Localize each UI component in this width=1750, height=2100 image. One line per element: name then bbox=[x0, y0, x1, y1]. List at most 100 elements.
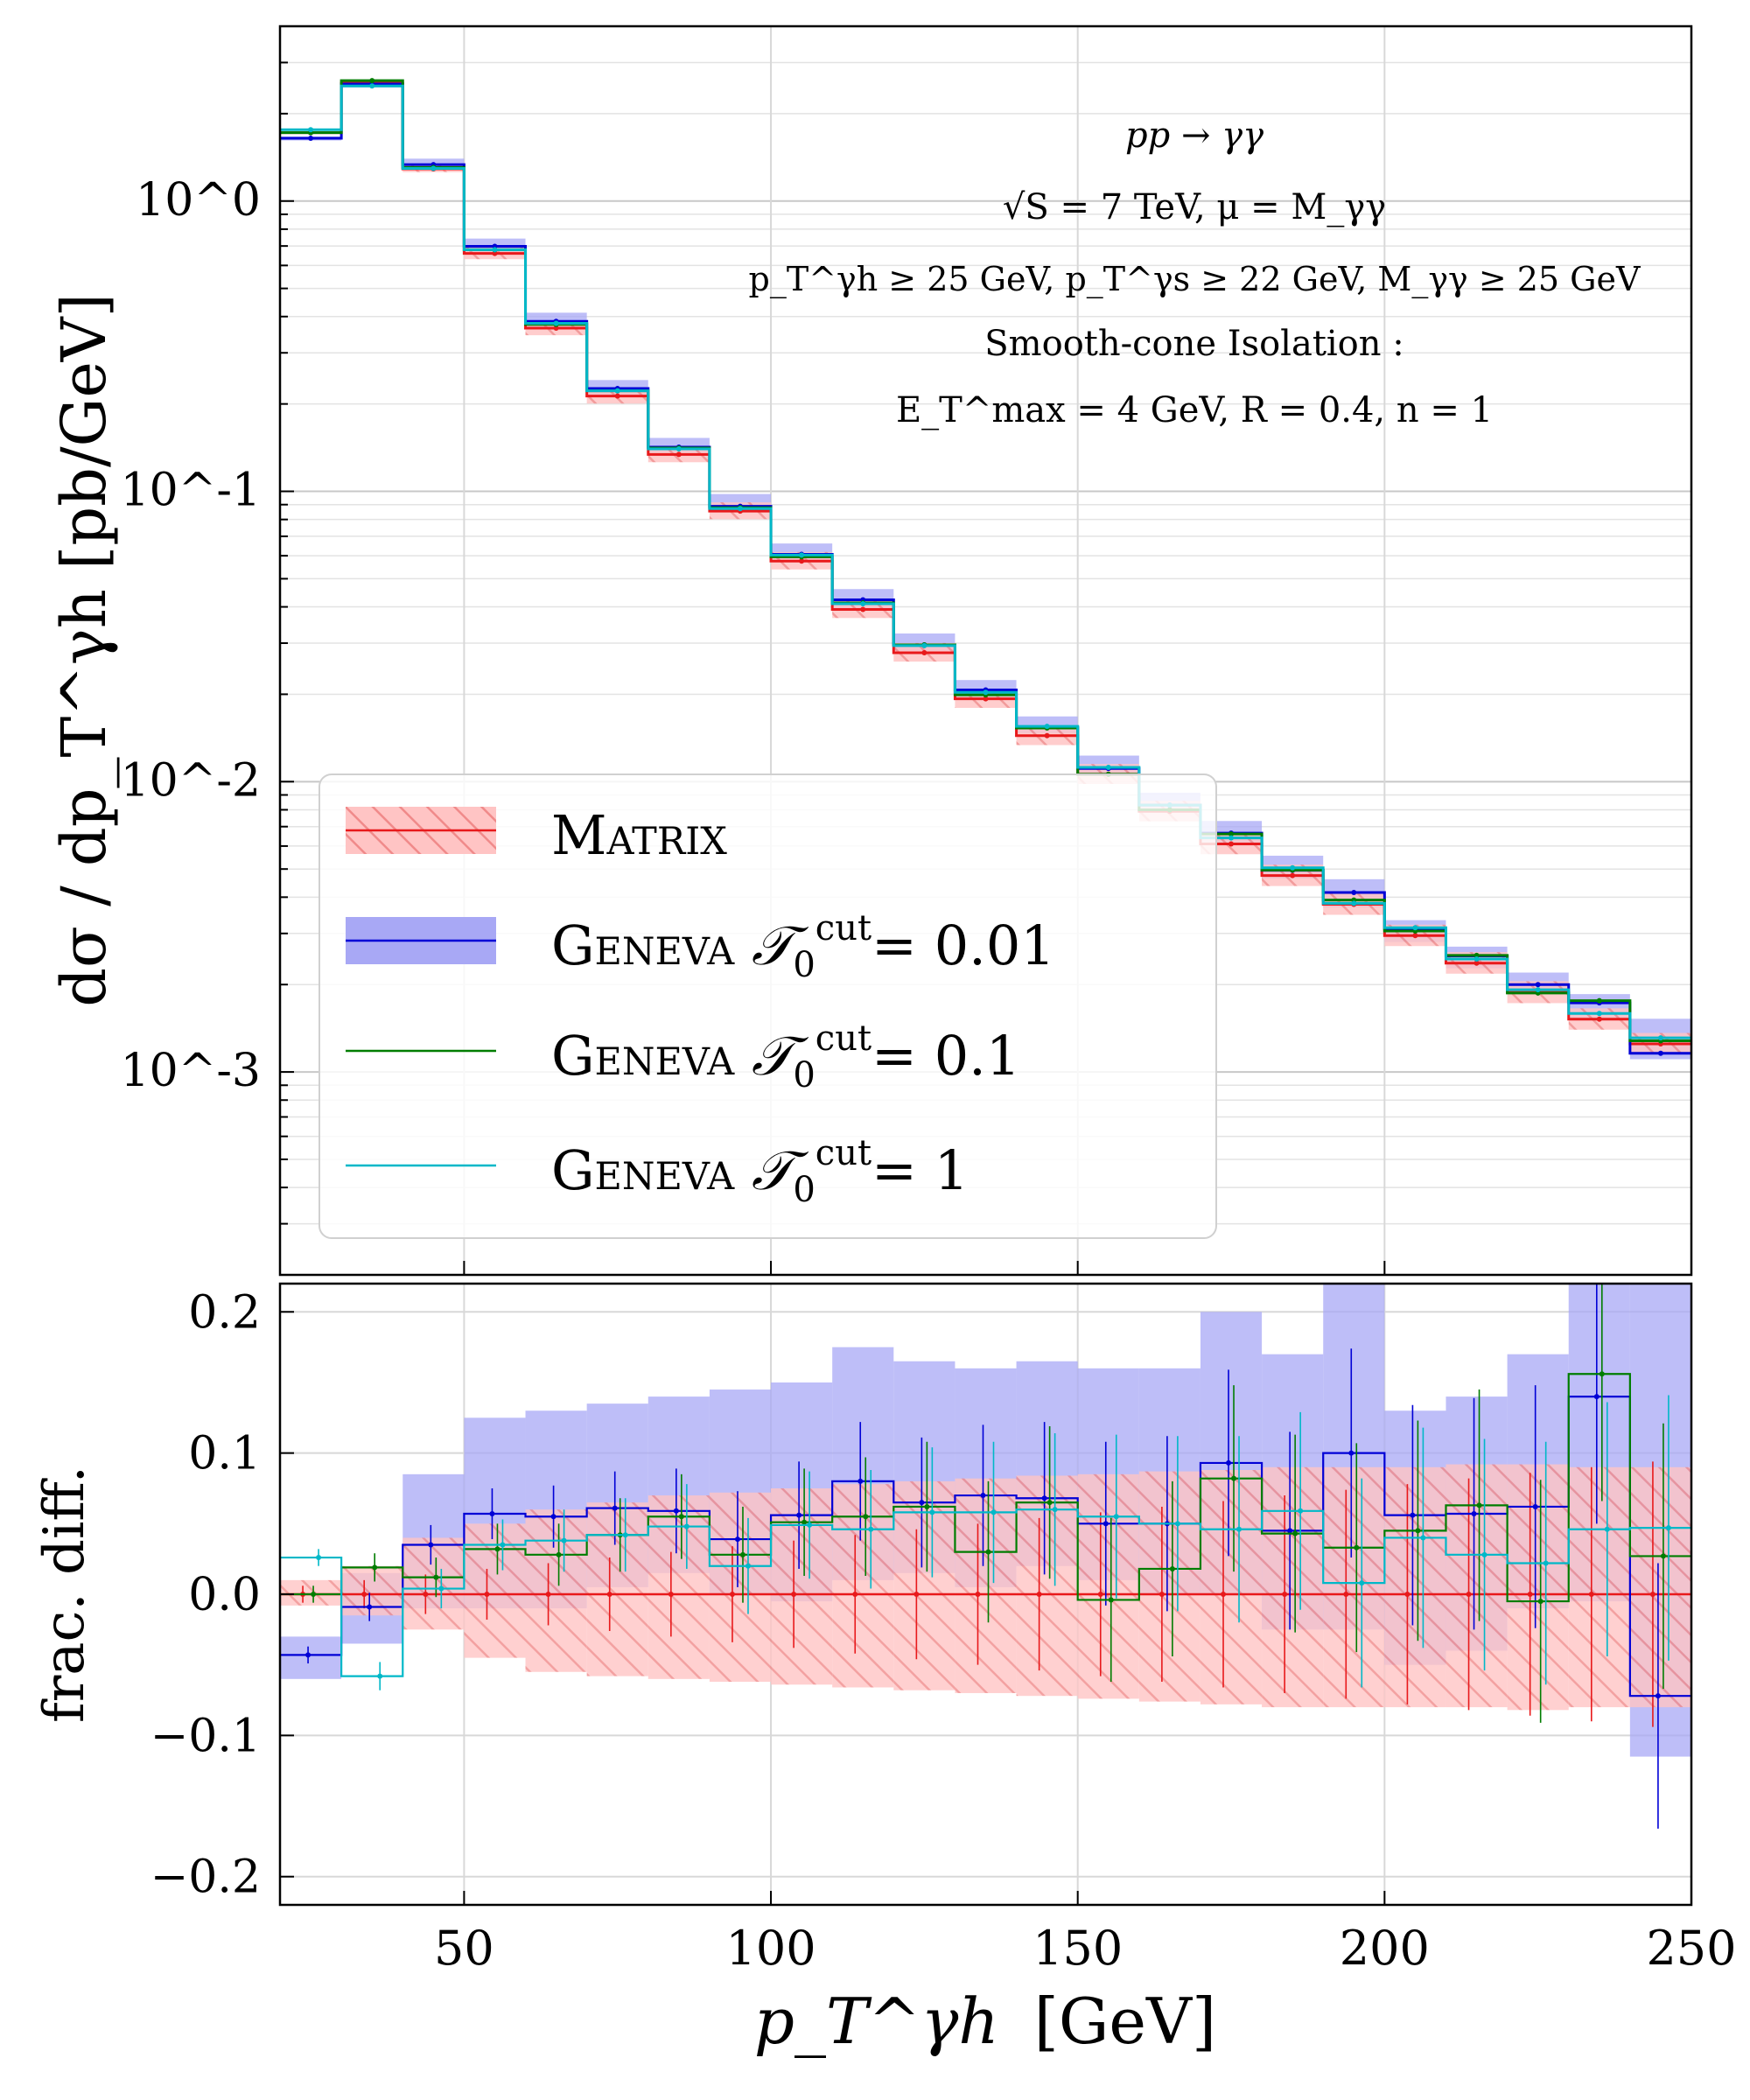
top-point-geneva-t0cut-1 bbox=[921, 642, 928, 648]
legend-label-geneva-001: Geneva 𝒯0cut= 0.01 bbox=[551, 908, 1055, 985]
top-point-matrix bbox=[614, 393, 620, 399]
top-y-tick-label: 10^0 bbox=[136, 174, 261, 227]
bottom-band-matrix-bin bbox=[1200, 1470, 1263, 1704]
bottom-point-geneva-t0cut-1 bbox=[316, 1555, 322, 1561]
top-point-matrix bbox=[1044, 732, 1050, 738]
legend-tau-sup-3: cut bbox=[816, 1133, 872, 1173]
bottom-point-geneva-t0cut-0-01 bbox=[428, 1542, 434, 1548]
bottom-point-geneva-t0cut-0-01 bbox=[1410, 1512, 1416, 1518]
bottom-band-matrix-bin bbox=[1323, 1466, 1385, 1708]
bottom-point-geneva-t0cut-0-1 bbox=[1660, 1553, 1666, 1559]
x-axis-label-unit: [GeV] bbox=[1034, 1984, 1216, 2058]
bottom-point-geneva-t0cut-1 bbox=[1113, 1514, 1119, 1520]
legend-tau-sub-3: 0 bbox=[793, 1170, 815, 1210]
bottom-point-geneva-t0cut-0-1 bbox=[1476, 1502, 1482, 1508]
legend-entry-geneva-001: Geneva 𝒯0cut= 0.01 bbox=[346, 908, 1055, 985]
bottom-point-geneva-t0cut-0-1 bbox=[678, 1514, 684, 1520]
legend-suffix-1: = 0.01 bbox=[872, 914, 1055, 977]
x-tick-label: 100 bbox=[726, 1921, 816, 1976]
bottom-point-matrix bbox=[1036, 1592, 1042, 1597]
bottom-point-geneva-t0cut-1 bbox=[807, 1522, 813, 1528]
bottom-point-geneva-t0cut-1 bbox=[622, 1532, 628, 1538]
bottom-point-geneva-t0cut-0-01 bbox=[367, 1604, 373, 1610]
legend-suffix-2: = 0.1 bbox=[872, 1024, 1020, 1088]
bottom-point-geneva-t0cut-0-01 bbox=[305, 1652, 312, 1658]
x-tick-label: 50 bbox=[434, 1921, 494, 1976]
x-axis-label: p_T^γh [GeV] bbox=[754, 1984, 1216, 2058]
bottom-point-matrix bbox=[729, 1592, 735, 1597]
bottom-point-geneva-t0cut-1 bbox=[1298, 1508, 1304, 1514]
bottom-point-geneva-t0cut-0-1 bbox=[1169, 1565, 1175, 1572]
bottom-point-geneva-t0cut-0-01 bbox=[1348, 1450, 1354, 1456]
bottom-point-geneva-t0cut-1 bbox=[990, 1509, 997, 1516]
bottom-point-geneva-t0cut-0-01 bbox=[980, 1493, 986, 1499]
top-point-geneva-t0cut-0-01 bbox=[308, 136, 314, 142]
legend: Matrix Geneva 𝒯0cut= 0.01 Geneva 𝒯0cut= … bbox=[318, 774, 1217, 1239]
bottom-point-matrix bbox=[1282, 1592, 1288, 1597]
bottom-band-matrix-bin bbox=[280, 1579, 342, 1606]
x-tick-label: 200 bbox=[1340, 1921, 1430, 1976]
bottom-point-geneva-t0cut-0-01 bbox=[734, 1536, 740, 1543]
legend-tau-sup-2: cut bbox=[816, 1018, 872, 1059]
bottom-point-geneva-t0cut-0-1 bbox=[863, 1514, 869, 1520]
bottom-point-matrix bbox=[1221, 1592, 1227, 1597]
bottom-point-geneva-t0cut-0-1 bbox=[802, 1519, 808, 1525]
legend-label-matrix: Matrix bbox=[551, 803, 727, 867]
bottom-point-matrix bbox=[852, 1592, 858, 1597]
top-point-geneva-t0cut-1 bbox=[1044, 724, 1050, 730]
top-point-geneva-t0cut-1 bbox=[1105, 764, 1111, 770]
annotation-line-2: √S = 7 TeV, μ = M_γγ bbox=[1003, 187, 1386, 228]
bottom-point-geneva-t0cut-1 bbox=[1543, 1560, 1549, 1566]
bottom-point-geneva-t0cut-0-01 bbox=[489, 1511, 495, 1517]
annotation-line-3: p_T^γh ≥ 25 GeV, p_T^γs ≥ 22 GeV, M_γγ ≥… bbox=[749, 260, 1641, 299]
bottom-point-geneva-t0cut-0-01 bbox=[612, 1505, 618, 1511]
bottom-y-ticks: −0.2 −0.1 0.0 0.1 0.2 bbox=[150, 1286, 294, 1904]
top-point-geneva-t0cut-1 bbox=[492, 247, 498, 253]
bottom-point-matrix bbox=[1097, 1592, 1103, 1597]
bottom-point-geneva-t0cut-0-1 bbox=[1108, 1597, 1114, 1603]
bottom-point-geneva-t0cut-0-01 bbox=[796, 1512, 802, 1518]
bottom-point-geneva-t0cut-1 bbox=[1236, 1526, 1242, 1532]
top-point-geneva-t0cut-1 bbox=[614, 388, 620, 394]
bottom-point-matrix bbox=[545, 1592, 551, 1597]
bottom-point-geneva-t0cut-0-1 bbox=[1537, 1599, 1544, 1605]
bottom-point-geneva-t0cut-0-01 bbox=[673, 1508, 679, 1514]
top-point-geneva-t0cut-1 bbox=[430, 165, 437, 172]
bottom-point-matrix bbox=[1527, 1592, 1533, 1597]
top-point-geneva-t0cut-0-1 bbox=[1228, 831, 1235, 837]
bottom-point-geneva-t0cut-0-1 bbox=[1231, 1475, 1237, 1481]
bottom-point-matrix bbox=[361, 1592, 368, 1597]
top-frame bbox=[278, 24, 1693, 1277]
bottom-y-tick-label: 0.2 bbox=[188, 1286, 261, 1339]
legend-tau-sub-2: 0 bbox=[793, 1055, 815, 1096]
top-point-matrix bbox=[921, 649, 928, 655]
top-y-axis-label: dσ / dp_T^γh [pb/GeV] bbox=[48, 293, 120, 1007]
bottom-point-geneva-t0cut-1 bbox=[1665, 1525, 1671, 1531]
legend-entry-matrix: Matrix bbox=[346, 803, 727, 867]
legend-suffix-3: = 1 bbox=[872, 1138, 969, 1202]
top-y-tick-label: 10^-1 bbox=[121, 465, 261, 517]
top-point-geneva-t0cut-0-1 bbox=[1596, 998, 1602, 1004]
bottom-point-geneva-t0cut-0-01 bbox=[1287, 1528, 1293, 1534]
bottom-band-matrix-bin bbox=[1568, 1466, 1630, 1708]
top-y-tick-label: 10^-2 bbox=[121, 754, 261, 807]
bottom-point-matrix bbox=[1404, 1592, 1410, 1597]
top-point-geneva-t0cut-1 bbox=[1412, 925, 1418, 931]
bottom-band-matrix-bin bbox=[525, 1509, 587, 1672]
bottom-point-geneva-t0cut-1 bbox=[377, 1673, 383, 1679]
top-point-geneva-t0cut-1 bbox=[676, 446, 682, 452]
bottom-y-tick-label: −0.2 bbox=[150, 1852, 261, 1904]
bottom-band-matrix-bin bbox=[464, 1523, 526, 1658]
top-point-geneva-t0cut-1 bbox=[737, 506, 743, 512]
legend-label-geneva-01-name: Geneva bbox=[551, 1024, 735, 1088]
top-point-geneva-t0cut-1 bbox=[1290, 864, 1296, 871]
top-point-geneva-t0cut-1 bbox=[553, 320, 559, 326]
bottom-series-geneva-t0cut-1 bbox=[280, 1508, 1691, 1677]
bottom-point-geneva-t0cut-0-1 bbox=[739, 1551, 746, 1558]
legend-entry-geneva-1: Geneva 𝒯0cut= 1 bbox=[346, 1133, 969, 1210]
top-point-geneva-t0cut-1 bbox=[1596, 1011, 1602, 1017]
bottom-point-geneva-t0cut-1 bbox=[438, 1586, 444, 1592]
bottom-point-geneva-t0cut-0-01 bbox=[919, 1500, 925, 1506]
bottom-point-matrix bbox=[1158, 1592, 1165, 1597]
bottom-point-geneva-t0cut-0-1 bbox=[372, 1564, 378, 1571]
